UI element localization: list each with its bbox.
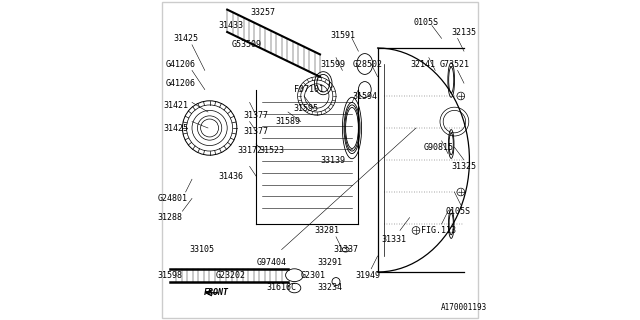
Text: 0105S: 0105S <box>413 18 438 27</box>
Text: 31436: 31436 <box>218 172 243 180</box>
Text: G28502: G28502 <box>353 60 383 68</box>
Text: G73521: G73521 <box>440 60 469 68</box>
Text: G23202: G23202 <box>216 271 245 280</box>
Text: 33234: 33234 <box>317 284 342 292</box>
Text: 31589: 31589 <box>275 117 301 126</box>
Text: 33281: 33281 <box>314 226 339 235</box>
Text: 31377: 31377 <box>243 111 269 120</box>
Text: F07101: F07101 <box>294 85 324 94</box>
Text: 31594: 31594 <box>352 92 378 100</box>
Text: 31377: 31377 <box>243 127 269 136</box>
Text: 31616C: 31616C <box>267 284 296 292</box>
Text: G53509: G53509 <box>232 40 261 49</box>
Text: 31337: 31337 <box>333 245 358 254</box>
Text: 31591: 31591 <box>330 31 355 40</box>
Text: 31421: 31421 <box>163 101 189 110</box>
Text: 33139: 33139 <box>320 156 346 164</box>
Text: 33105: 33105 <box>189 245 214 254</box>
Text: G41206: G41206 <box>166 79 196 88</box>
Text: G90815: G90815 <box>424 143 453 152</box>
Text: G24801: G24801 <box>158 194 188 203</box>
Text: G97404: G97404 <box>257 258 287 267</box>
Text: 31949: 31949 <box>355 271 381 280</box>
Text: 32135: 32135 <box>451 28 477 36</box>
Text: 31331: 31331 <box>381 236 406 244</box>
Text: 31433: 31433 <box>218 21 243 30</box>
Text: 31325: 31325 <box>451 162 477 171</box>
Text: 33291: 33291 <box>317 258 342 267</box>
Text: 32141: 32141 <box>410 60 435 68</box>
Text: G41206: G41206 <box>166 60 196 68</box>
Text: 31595: 31595 <box>293 104 318 113</box>
Text: 31598: 31598 <box>157 271 182 280</box>
Text: 33257: 33257 <box>250 8 275 17</box>
Text: 31523: 31523 <box>259 146 285 155</box>
Text: 0105S: 0105S <box>445 207 470 216</box>
Text: G2301: G2301 <box>301 271 326 280</box>
Text: 31288: 31288 <box>157 213 182 222</box>
Text: FIG.113: FIG.113 <box>421 226 456 235</box>
Text: 33172: 33172 <box>237 146 262 155</box>
Text: 31599: 31599 <box>320 60 346 68</box>
Text: 31425: 31425 <box>163 124 189 132</box>
Text: A170001193: A170001193 <box>441 303 487 312</box>
Text: 31425: 31425 <box>173 34 198 43</box>
Text: FRONT: FRONT <box>204 288 228 297</box>
